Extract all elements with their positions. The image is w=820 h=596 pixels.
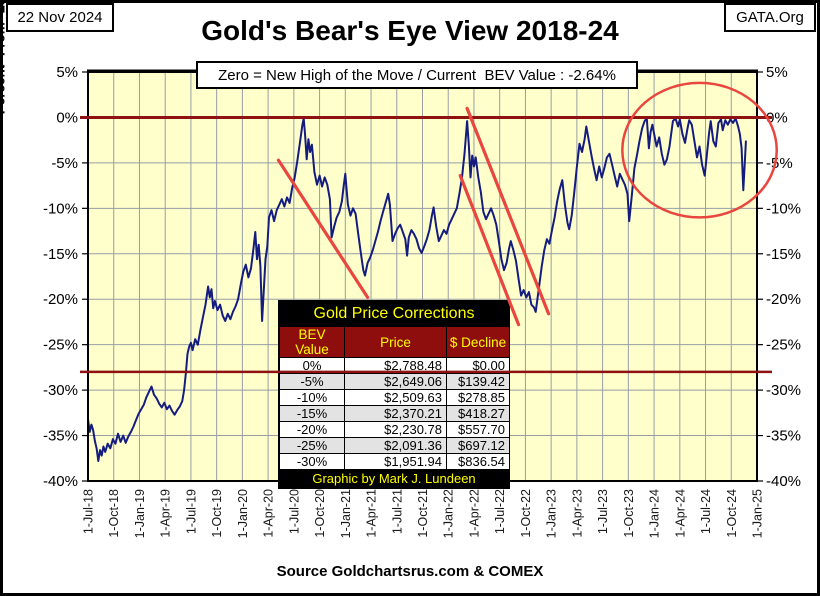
- svg-text:1-Jul-22: 1-Jul-22: [493, 489, 507, 534]
- y-axis-labels-right: 5% 0% -5% -10% -15% -20% -25% -30% -35% -40%: [766, 64, 801, 490]
- gata-org-label: GATA.Org: [724, 3, 816, 32]
- bev-subtitle: Zero = New High of the Move / Current BE…: [196, 61, 638, 89]
- table-row: -5% $2,649.06 $139.42: [279, 373, 510, 390]
- svg-text:5%: 5%: [56, 64, 78, 81]
- svg-text:1-Jan-25: 1-Jan-25: [751, 489, 765, 538]
- svg-text:1-Jul-23: 1-Jul-23: [596, 489, 610, 534]
- table-title: Gold Price Corrections: [279, 301, 509, 326]
- table-cell: -5%: [279, 373, 345, 390]
- chart-title: Gold's Bear's Eye View 2018-24: [201, 15, 619, 46]
- svg-text:-15%: -15%: [766, 246, 801, 263]
- svg-text:1-Apr-21: 1-Apr-21: [365, 489, 379, 538]
- svg-text:-25%: -25%: [43, 337, 78, 354]
- svg-text:1-Jan-19: 1-Jan-19: [133, 489, 147, 538]
- table-column-header: BEV Value: [279, 326, 345, 358]
- table-cell: $2,649.06: [344, 373, 447, 390]
- table-row: -15% $2,370.21 $418.27: [279, 405, 510, 422]
- y-axis-labels-left: 5% 0% -5% -10% -15% -20% -25% -30% -35% -40%: [43, 64, 78, 490]
- svg-text:1-Oct-21: 1-Oct-21: [416, 489, 430, 538]
- svg-text:-20%: -20%: [43, 291, 78, 308]
- svg-text:-35%: -35%: [43, 428, 78, 445]
- table-row: -10% $2,509.63 $278.85: [279, 389, 510, 406]
- table-cell: $2,091.36: [344, 437, 447, 454]
- svg-text:1-Apr-20: 1-Apr-20: [262, 489, 276, 538]
- table-cell: -15%: [279, 405, 345, 422]
- svg-text:1-Oct-24: 1-Oct-24: [725, 489, 739, 538]
- svg-text:1-Oct-18: 1-Oct-18: [107, 489, 121, 538]
- svg-text:-15%: -15%: [43, 246, 78, 263]
- svg-text:1-Jul-24: 1-Jul-24: [699, 489, 713, 534]
- svg-text:0%: 0%: [56, 109, 78, 126]
- source-credit: Source Goldchartsrus.com & COMEX: [276, 563, 544, 580]
- svg-text:-25%: -25%: [766, 337, 801, 354]
- svg-text:1-Oct-19: 1-Oct-19: [210, 489, 224, 538]
- table-cell: $697.12: [446, 437, 510, 454]
- svg-text:5%: 5%: [766, 64, 788, 81]
- table-column-header: $ Decline: [446, 326, 510, 358]
- table-cell: $139.42: [446, 373, 510, 390]
- svg-text:1-Jul-19: 1-Jul-19: [184, 489, 198, 534]
- corrections-grid: BEV Value Price $ Decline 0% $2,788.48 $0.00…: [279, 326, 510, 470]
- svg-text:1-Jan-23: 1-Jan-23: [545, 489, 559, 538]
- table-cell: $278.85: [446, 389, 510, 406]
- svg-text:1-Apr-19: 1-Apr-19: [159, 489, 173, 538]
- table-column-header: Price: [344, 326, 447, 358]
- svg-text:1-Jan-21: 1-Jan-21: [339, 489, 353, 538]
- table-cell: $0.00: [446, 357, 510, 374]
- table-row: 0% $2,788.48 $0.00: [279, 357, 510, 374]
- svg-text:1-Oct-22: 1-Oct-22: [519, 489, 533, 538]
- table-cell: -10%: [279, 389, 345, 406]
- svg-text:1-Apr-23: 1-Apr-23: [570, 489, 584, 538]
- table-cell: $2,230.78: [344, 421, 447, 438]
- svg-text:1-Jan-20: 1-Jan-20: [236, 489, 250, 538]
- table-cell: -20%: [279, 421, 345, 438]
- svg-text:1-Oct-23: 1-Oct-23: [622, 489, 636, 538]
- svg-text:-35%: -35%: [766, 428, 801, 445]
- table-cell: $2,370.21: [344, 405, 447, 422]
- table-cell: $2,509.63: [344, 389, 447, 406]
- svg-text:-5%: -5%: [51, 155, 78, 172]
- x-axis-labels: 1-Jul-18 1-Oct-18 1-Jan-19 1-Apr-19 1-Jul-19…: [82, 489, 765, 538]
- svg-text:-20%: -20%: [766, 291, 801, 308]
- table-cell: -25%: [279, 437, 345, 454]
- date-stamp: 22 Nov 2024: [6, 3, 114, 32]
- svg-text:1-Jan-22: 1-Jan-22: [442, 489, 456, 538]
- svg-text:-40%: -40%: [43, 473, 78, 490]
- svg-text:-30%: -30%: [766, 382, 801, 399]
- table-header-row: BEV Value Price $ Decline: [279, 326, 510, 358]
- svg-text:1-Apr-22: 1-Apr-22: [467, 489, 481, 538]
- svg-text:-30%: -30%: [43, 382, 78, 399]
- svg-text:-40%: -40%: [766, 473, 801, 490]
- table-cell: $836.54: [446, 453, 510, 470]
- table-row: -30% $1,951.94 $836.54: [279, 453, 510, 470]
- table-footer-credit: Graphic by Mark J. Lundeen: [279, 470, 509, 488]
- table-cell: -30%: [279, 453, 345, 470]
- svg-text:-10%: -10%: [43, 200, 78, 217]
- svg-text:1-Oct-20: 1-Oct-20: [313, 489, 327, 538]
- table-cell: $557.70: [446, 421, 510, 438]
- svg-text:-5%: -5%: [766, 155, 793, 172]
- table-cell: $2,788.48: [344, 357, 447, 374]
- svg-text:0%: 0%: [766, 109, 788, 126]
- svg-text:-10%: -10%: [766, 200, 801, 217]
- svg-text:1-Jan-24: 1-Jan-24: [648, 489, 662, 538]
- table-cell: $1,951.94: [344, 453, 447, 470]
- svg-text:1-Apr-24: 1-Apr-24: [673, 489, 687, 538]
- table-cell: 0%: [279, 357, 345, 374]
- table-row: -25% $2,091.36 $697.12: [279, 437, 510, 454]
- svg-text:1-Jul-20: 1-Jul-20: [287, 489, 301, 534]
- svg-text:1-Jul-21: 1-Jul-21: [390, 489, 404, 534]
- table-cell: $418.27: [446, 405, 510, 422]
- table-row: -20% $2,230.78 $557.70: [279, 421, 510, 438]
- gold-price-corrections-table: Gold Price Corrections BEV Value Price $ D…: [278, 300, 510, 489]
- svg-text:1-Jul-18: 1-Jul-18: [82, 489, 96, 534]
